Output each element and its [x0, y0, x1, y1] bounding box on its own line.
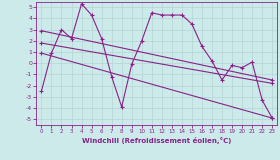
X-axis label: Windchill (Refroidissement éolien,°C): Windchill (Refroidissement éolien,°C): [82, 137, 232, 144]
